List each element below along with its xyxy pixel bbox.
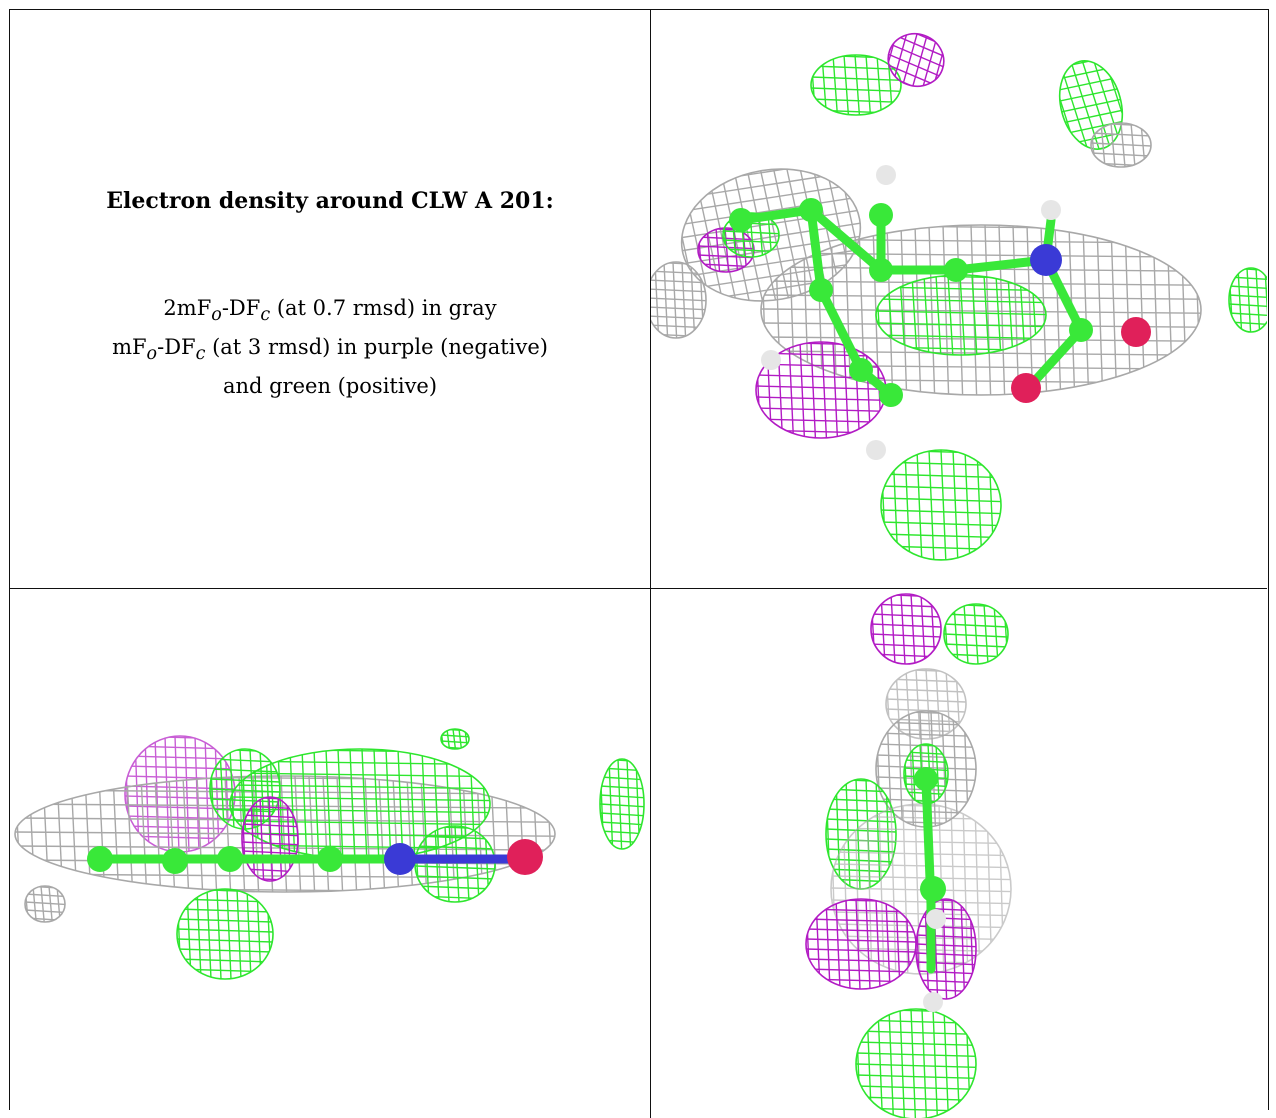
horizontal-divider (9, 588, 1267, 589)
negative-density-blob (881, 25, 951, 95)
legend-line-gray: 2mFo-DFc (at 0.7 rmsd) in gray (163, 296, 497, 326)
positive-density-blob (176, 888, 274, 980)
nitrogen-atom (1030, 244, 1062, 276)
bond (806, 205, 826, 295)
carbon-atom (920, 876, 946, 902)
carbon-atom (317, 846, 343, 872)
bond (806, 205, 886, 275)
vertical-divider (650, 9, 651, 1118)
carbon-atom (729, 208, 753, 232)
positive-density-blob (414, 825, 496, 903)
negative-density-blob (915, 898, 977, 1000)
hydrogen-atom (926, 909, 946, 929)
carbon-atom (162, 848, 188, 874)
positive-density-blob (440, 728, 470, 750)
hydrogen-atom (923, 992, 943, 1012)
gray-density-blob (1090, 122, 1152, 168)
carbon-atom (87, 846, 113, 872)
carbon-atom (879, 383, 903, 407)
carbon-atom (869, 203, 893, 227)
carbon-atom (1069, 318, 1093, 342)
nitrogen-atom (384, 843, 416, 875)
positive-density-blob (810, 54, 902, 116)
hydrogen-atom (761, 350, 781, 370)
negative-density-blob (870, 593, 942, 665)
positive-density-blob (880, 449, 1002, 561)
bond (816, 285, 866, 375)
positive-density-blob (875, 274, 1047, 356)
positive-density-blob (599, 758, 645, 850)
legend-line-colors: and green (positive) (222, 374, 438, 399)
oxygen-atom (1011, 373, 1041, 403)
positive-density-blob (855, 1008, 977, 1118)
carbon-atom (217, 846, 243, 872)
caption-cell: Electron density around CLW A 201: 2mFo-… (10, 10, 650, 588)
hydrogen-atom (866, 440, 886, 460)
carbon-atom (799, 198, 823, 222)
positive-density-blob (943, 603, 1009, 665)
density-view-side (10, 589, 650, 1118)
gray-density-blob (651, 261, 707, 339)
density-view-end (651, 589, 1267, 1118)
caption-title: Electron density around CLW A 201: (106, 188, 554, 214)
hydrogen-atom (1041, 200, 1061, 220)
oxygen-atom (1121, 317, 1151, 347)
figure-frame (9, 9, 1269, 1110)
positive-density-blob (825, 778, 897, 890)
carbon-atom (869, 258, 893, 282)
carbon-atom (849, 358, 873, 382)
gray-density-blob (24, 885, 66, 923)
legend-line-difference: mFo-DFc (at 3 rmsd) in purple (negative) (112, 335, 548, 365)
carbon-atom (914, 767, 938, 791)
positive-density-blob (1228, 267, 1267, 333)
caption-legend: 2mFo-DFc (at 0.7 rmsd) in gray mFo-DFc (… (10, 292, 650, 402)
carbon-atom (944, 258, 968, 282)
carbon-atom (809, 278, 833, 302)
hydrogen-atom (876, 165, 896, 185)
oxygen-atom (507, 839, 543, 875)
bond (1026, 325, 1086, 390)
density-view-top (651, 10, 1267, 588)
